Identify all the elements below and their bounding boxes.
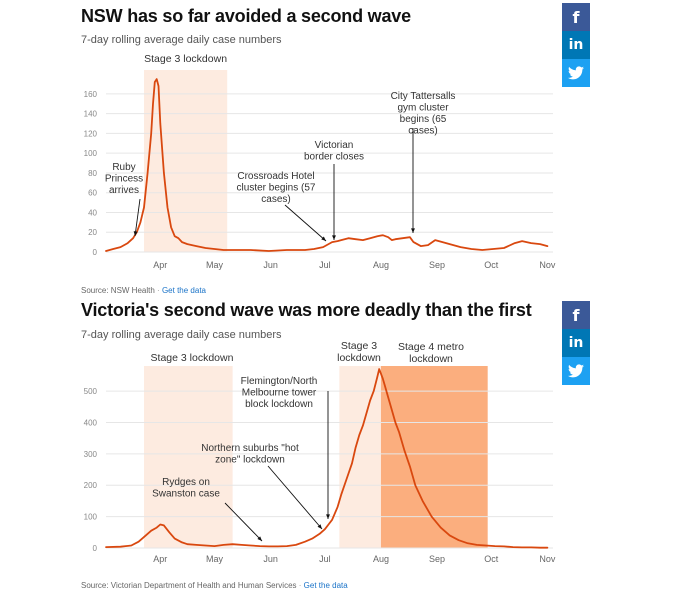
x-tick-label: Jun	[263, 554, 278, 564]
linkedin-share-button[interactable]: in	[562, 329, 590, 357]
chart-source: Source: Victorian Department of Health a…	[81, 581, 348, 590]
x-tick-label: Sep	[429, 554, 445, 564]
chart-title: Victoria's second wave was more deadly t…	[81, 300, 532, 320]
annotation-text: Crossroads Hotel cluster begins (57 cases)	[237, 171, 316, 205]
share-bar: f in	[562, 301, 590, 385]
source-text: Source: NSW Health	[81, 286, 155, 295]
x-tick-label: Jun	[263, 260, 278, 270]
annotation-arrow	[284, 204, 327, 242]
twitter-icon	[568, 364, 584, 378]
x-tick-label: Oct	[484, 554, 499, 564]
y-tick-label: 0	[93, 248, 98, 257]
x-tick-label: Aug	[373, 260, 389, 270]
share-bar: f in	[562, 3, 590, 87]
x-tick-label: Aug	[373, 554, 389, 564]
y-tick-label: 500	[84, 387, 98, 396]
annotation-text: Victorian border closes	[304, 140, 364, 163]
source-separator: ·	[298, 581, 302, 590]
annotation-arrowhead	[133, 231, 138, 236]
x-tick-label: Nov	[539, 554, 556, 564]
facebook-icon: f	[572, 7, 580, 27]
twitter-icon	[568, 66, 584, 80]
y-tick-label: 400	[84, 418, 98, 427]
y-tick-label: 200	[84, 481, 98, 490]
y-tick-label: 140	[84, 110, 98, 119]
y-tick-label: 80	[88, 169, 97, 178]
x-tick-label: May	[206, 554, 224, 564]
twitter-share-button[interactable]	[562, 59, 590, 87]
chart-panel-nsw: NSW has so far avoided a second wave 7-d…	[0, 0, 685, 300]
chart-panel-victoria: Victoria's second wave was more deadly t…	[0, 298, 685, 602]
line-chart-victoria: Stage 3 lockdown Stage 3 lockdown Stage 4 m…	[84, 340, 556, 564]
facebook-share-button[interactable]: f	[562, 301, 590, 329]
x-tick-label: Nov	[539, 260, 556, 270]
y-tick-label: 0	[93, 544, 98, 553]
x-tick-label: Oct	[484, 260, 499, 270]
x-tick-label: Jul	[319, 260, 331, 270]
x-tick-label: Sep	[429, 260, 445, 270]
annotation-arrow	[267, 465, 323, 530]
annotation-arrowhead	[332, 235, 336, 240]
annotation-text: City Tattersalls gym cluster begins (65 cas…	[391, 91, 456, 137]
annotation-arrowhead	[326, 514, 330, 519]
y-tick-label: 60	[88, 189, 97, 198]
shaded-period	[143, 366, 233, 548]
y-tick-label: 300	[84, 450, 98, 459]
series-line	[105, 78, 549, 252]
shaded-period-label: Stage 3 lockdown	[144, 53, 227, 65]
x-tick-label: Jul	[319, 554, 331, 564]
annotation-arrowhead	[257, 536, 262, 541]
facebook-share-button[interactable]: f	[562, 3, 590, 31]
series-line	[105, 368, 549, 549]
shaded-period-label: Stage 3 lockdown	[151, 352, 234, 364]
annotation-text: Rydges on Swanston case	[152, 477, 220, 500]
linkedin-share-button[interactable]: in	[562, 31, 590, 59]
shaded-period	[339, 366, 381, 548]
y-tick-label: 100	[84, 513, 98, 522]
y-tick-label: 120	[84, 129, 98, 138]
x-tick-label: Apr	[153, 554, 167, 564]
annotation-arrow	[134, 198, 141, 237]
x-tick-label: May	[206, 260, 224, 270]
chart-subtitle: 7-day rolling average daily case numbers	[81, 329, 282, 341]
annotation-text: Ruby Princess arrives	[105, 162, 143, 196]
twitter-share-button[interactable]	[562, 357, 590, 385]
y-tick-label: 20	[88, 228, 97, 237]
annotation-arrow	[224, 502, 263, 542]
shaded-period	[143, 70, 228, 252]
get-the-data-link[interactable]: Get the data	[161, 286, 206, 295]
annotation-arrowhead	[411, 228, 415, 233]
annotation-arrowhead	[317, 524, 322, 529]
chart-title: NSW has so far avoided a second wave	[81, 6, 411, 26]
linkedin-icon: in	[568, 37, 584, 53]
y-tick-label: 100	[84, 149, 98, 158]
annotation-text: Flemington/North Melbourne tower block loc…	[241, 376, 318, 410]
facebook-icon: f	[572, 305, 580, 325]
shaded-period	[380, 366, 488, 548]
source-text: Source: Victorian Department of Health a…	[81, 581, 297, 590]
x-tick-label: Apr	[153, 260, 167, 270]
annotation-text: Northern suburbs "hot zone" lockdown	[201, 443, 299, 466]
linkedin-icon: in	[568, 335, 584, 351]
source-separator: ·	[157, 286, 160, 295]
get-the-data-link[interactable]: Get the data	[303, 581, 348, 590]
shaded-period-label: Stage 4 metro lockdown	[398, 341, 464, 365]
chart-source: Source: NSW Health · Get the data	[81, 286, 206, 295]
shaded-period-label: Stage 3 lockdown	[337, 340, 381, 364]
y-tick-label: 40	[88, 208, 97, 217]
line-chart-nsw: Stage 3 lockdown 0 20 40 60 80 100 120 140 160 A…	[84, 53, 556, 270]
annotation-arrowhead	[321, 236, 326, 241]
chart-subtitle: 7-day rolling average daily case numbers	[81, 34, 282, 46]
y-tick-label: 160	[84, 90, 98, 99]
